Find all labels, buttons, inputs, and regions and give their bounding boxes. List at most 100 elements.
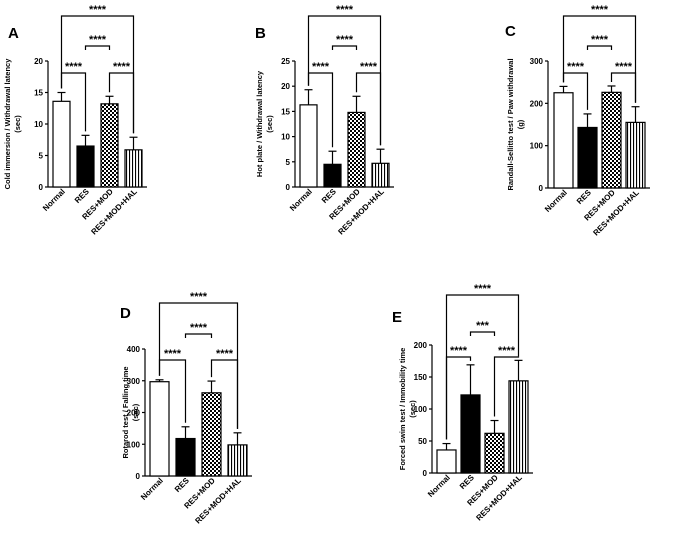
bar-res-mod — [601, 91, 622, 189]
y-tick-label: 100 — [127, 440, 141, 449]
significance-stars: **** — [113, 61, 131, 73]
significance-stars: **** — [450, 345, 468, 357]
significance-bracket — [562, 15, 637, 103]
significance-bracket — [184, 333, 213, 338]
bar-res — [76, 145, 95, 188]
significance-stars: **** — [190, 322, 208, 334]
y-axis-label-line: (sec) — [13, 115, 22, 133]
bar-normal — [52, 100, 71, 188]
y-axis-label: Cold immersion / Withdrawal latency(sec) — [3, 58, 22, 190]
x-category-label: RES+MOD+HAL — [474, 473, 524, 523]
significance-bracket — [493, 356, 520, 417]
x-category-label: RES — [73, 187, 91, 205]
y-axis-label-line: (g) — [516, 119, 525, 129]
significance-stars: **** — [89, 4, 107, 16]
y-tick-label: 150 — [414, 373, 428, 382]
y-tick-label: 20 — [34, 57, 43, 66]
x-category-label: RES — [458, 473, 476, 491]
x-category-label: RES+MOD+HAL — [193, 476, 243, 526]
x-category-label: Normal — [426, 473, 452, 499]
significance-stars: **** — [312, 61, 330, 73]
significance-bracket — [586, 45, 613, 50]
y-tick-label: 200 — [414, 341, 428, 350]
x-category-label: RES+MOD+HAL — [591, 188, 641, 238]
bar-res-mod — [100, 103, 119, 188]
y-tick-label: 5 — [39, 152, 44, 161]
panel-letter: E — [392, 309, 402, 326]
significance-stars: **** — [216, 348, 234, 360]
y-tick-label: 0 — [423, 469, 428, 478]
y-tick-label: 200 — [530, 99, 544, 108]
bar-res — [175, 437, 196, 477]
panel-b: B Hot plate / Withdrawal latency(sec) 0 5 10… — [255, 4, 394, 236]
bar-res — [323, 163, 342, 188]
bar-res-mod-hal — [371, 162, 390, 188]
significance-stars: **** — [360, 61, 378, 73]
y-tick-label: 10 — [34, 120, 43, 129]
y-tick-label: 10 — [281, 133, 290, 142]
y-axis-label-line: Rotarod test / Falling time — [121, 366, 130, 458]
bar-res-mod-hal — [508, 380, 529, 474]
x-category-label: RES+MOD+HAL — [336, 187, 386, 237]
significance-stars: **** — [591, 34, 609, 46]
panel-a: A Cold immersion / Withdrawal latency(sec… — [3, 4, 147, 236]
x-category-label: Normal — [139, 476, 165, 502]
x-category-label: Normal — [288, 187, 314, 213]
significance-stars: **** — [89, 34, 107, 46]
bar-normal — [299, 104, 318, 188]
significance-bracket — [307, 15, 382, 146]
y-tick-label: 400 — [127, 345, 141, 354]
y-axis-label-line: (sec) — [131, 403, 140, 421]
panel-letter: C — [505, 23, 516, 40]
significance-stars: **** — [190, 291, 208, 303]
bar-res-mod — [347, 111, 366, 188]
y-tick-label: 100 — [414, 405, 428, 414]
y-tick-label: 15 — [281, 107, 290, 116]
bar-normal — [149, 381, 170, 477]
y-tick-label: 20 — [281, 82, 290, 91]
x-category-label: RES — [173, 476, 191, 494]
x-category-label: RES — [575, 188, 593, 206]
y-tick-label: 100 — [530, 142, 544, 151]
y-tick-label: 5 — [286, 158, 291, 167]
significance-stars: **** — [164, 348, 182, 360]
significance-bracket — [60, 15, 135, 134]
bar-res-mod — [484, 432, 505, 474]
panel-letter: A — [8, 25, 19, 42]
y-tick-label: 0 — [136, 472, 141, 481]
y-tick-label: 0 — [539, 184, 544, 193]
y-axis-label-line: Hot plate / Withdrawal latency — [255, 70, 264, 177]
bar-res — [460, 394, 481, 474]
y-axis-label-line: (sec) — [265, 115, 274, 133]
significance-bracket — [84, 45, 111, 50]
significance-stars: **** — [615, 61, 633, 73]
y-tick-label: 0 — [286, 183, 291, 192]
bar-normal — [436, 449, 457, 474]
x-category-label: RES+MOD+HAL — [89, 187, 139, 237]
y-tick-label: 25 — [281, 57, 290, 66]
significance-stars: **** — [336, 4, 354, 16]
y-tick-label: 50 — [418, 437, 427, 446]
significance-bracket — [158, 302, 239, 429]
y-axis-label: Forced swim test / Immobility time(sec) — [398, 348, 417, 471]
y-axis-label-line: (sec) — [408, 400, 417, 418]
x-category-label: Normal — [543, 188, 569, 214]
panel-e: E Forced swim test / Immobility time(sec)… — [392, 283, 533, 522]
x-category-label: Normal — [41, 187, 67, 213]
y-tick-label: 15 — [34, 89, 43, 98]
bar-res-mod-hal — [124, 149, 143, 188]
significance-stars: **** — [567, 61, 585, 73]
significance-stars: **** — [591, 4, 609, 16]
y-tick-label: 300 — [127, 377, 141, 386]
bar-normal — [553, 92, 574, 189]
significance-bracket — [445, 294, 520, 440]
significance-stars: **** — [65, 61, 83, 73]
y-axis-label: Randall-Sellitto test / Paw withdrawal(g… — [506, 58, 525, 190]
panel-d: D Rotarod test / Falling time(sec) 0 100 200… — [120, 291, 252, 525]
bar-res — [577, 126, 598, 189]
x-category-label: RES — [320, 187, 338, 205]
y-axis-label: Hot plate / Withdrawal latency(sec) — [255, 70, 274, 177]
panel-letter: B — [255, 25, 266, 42]
significance-stars: **** — [336, 34, 354, 46]
